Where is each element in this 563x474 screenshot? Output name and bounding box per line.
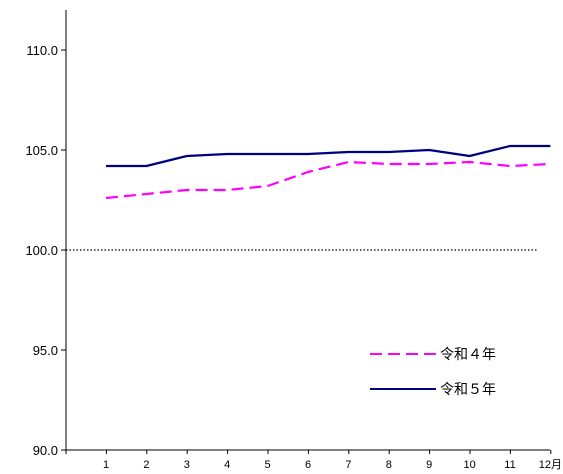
y-tick-label: 105.0 [25, 143, 58, 158]
y-tick-label: 100.0 [25, 243, 58, 258]
x-tick-label: 11 [504, 459, 515, 471]
legend-item-series-1: 令和４年 [370, 347, 496, 363]
y-tick-label: 90.0 [33, 443, 58, 458]
x-tick-label: 9 [426, 459, 432, 471]
series-line-2 [106, 144, 551, 168]
x-tick-label: 2 [143, 459, 149, 471]
legend: 令和４年 令和５年 [370, 347, 496, 398]
x-tick-label: 6 [305, 459, 311, 471]
y-tick-label: 110.0 [26, 43, 58, 58]
x-tick-label: 10 [463, 459, 475, 471]
x-tick-label: 3 [184, 459, 190, 471]
x-ticks: 1 2 3 4 5 6 7 8 9 10 11 12月 [65, 450, 562, 471]
x-tick-label: 7 [345, 459, 351, 471]
legend-item-series-2: 令和５年 [370, 382, 496, 398]
x-tick-label: 4 [224, 459, 230, 471]
legend-label-series-1: 令和４年 [440, 347, 496, 363]
y-tick-label: 95.0 [33, 343, 58, 358]
x-tick-label: 5 [265, 459, 271, 471]
series-line-1 [105, 160, 551, 200]
legend-label-series-2: 令和５年 [440, 382, 496, 398]
x-tick-label: 1 [103, 459, 109, 471]
y-ticks: 90.0 95.0 100.0 105.0 110.0 [25, 43, 66, 458]
series-lines [105, 144, 551, 200]
x-tick-label: 8 [386, 459, 392, 471]
x-tick-label: 12月 [539, 459, 562, 471]
